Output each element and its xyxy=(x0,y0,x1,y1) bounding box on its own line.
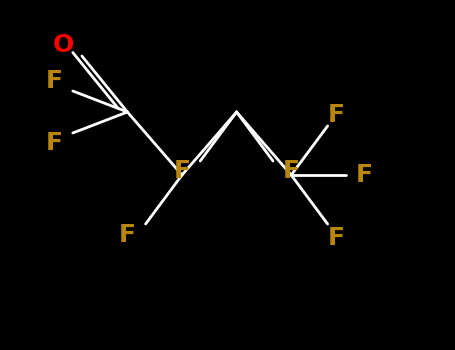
Text: O: O xyxy=(53,34,74,57)
Text: F: F xyxy=(119,223,136,246)
Text: F: F xyxy=(173,160,191,183)
Text: F: F xyxy=(355,163,373,187)
Text: F: F xyxy=(328,226,345,250)
Text: F: F xyxy=(283,160,300,183)
Text: F: F xyxy=(328,104,345,127)
Text: F: F xyxy=(46,132,63,155)
Text: F: F xyxy=(46,69,63,92)
